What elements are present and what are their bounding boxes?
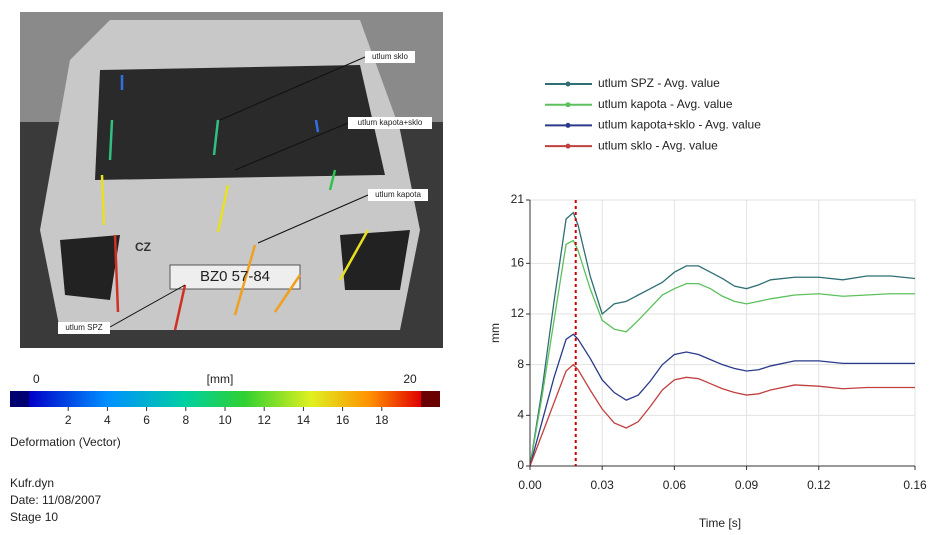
colorbar-tick-label: 12 xyxy=(258,413,272,427)
legend-swatch-dot xyxy=(565,122,571,128)
y-axis-label: mm xyxy=(488,323,502,343)
legend-label: utlum kapota - Avg. value xyxy=(598,97,733,111)
info-line: Date: 11/08/2007 xyxy=(10,493,102,507)
legend-label: utlum SPZ - Avg. value xyxy=(598,76,720,90)
colorbar-max: 20 xyxy=(403,372,417,386)
plot-area xyxy=(529,199,916,467)
photo-text: BZ0 57-84 xyxy=(200,268,270,285)
series-line xyxy=(529,363,915,467)
colorbar-tick-label: 14 xyxy=(297,413,311,427)
photo: utlum sklo utlum kapota+sklo utlum kapot… xyxy=(20,12,443,348)
x-tick-label: 0.00 xyxy=(518,478,542,492)
colorbar-tick-label: 8 xyxy=(182,413,189,427)
y-tick-label: 4 xyxy=(517,408,524,422)
legend-swatch-dot xyxy=(565,81,571,87)
photo-label: utlum kapota xyxy=(375,190,421,199)
x-tick-label: 0.12 xyxy=(807,478,831,492)
colorbar-title: Deformation (Vector) xyxy=(10,435,121,449)
colorbar-tick-label: 18 xyxy=(375,413,389,427)
y-tick-label: 16 xyxy=(511,256,525,270)
series-line xyxy=(529,333,915,467)
x-tick-label: 0.06 xyxy=(663,478,687,492)
colorbar-tick-label: 10 xyxy=(218,413,232,427)
photo-label: utlum SPZ xyxy=(65,323,102,332)
info-line: Kufr.dyn xyxy=(10,476,54,490)
photo-label: utlum sklo xyxy=(372,52,409,61)
colorbar-unit: [mm] xyxy=(207,372,234,386)
y-tick-label: 0 xyxy=(517,458,524,472)
x-tick-label: 0.03 xyxy=(591,478,615,492)
x-tick-label: 0.16 xyxy=(903,478,927,492)
colorbar-tick-label: 6 xyxy=(143,413,150,427)
legend-label: utlum sklo - Avg. value xyxy=(598,138,718,152)
y-tick-label: 12 xyxy=(511,306,525,320)
x-axis-label: Time [s] xyxy=(699,516,741,530)
info-line: Stage 10 xyxy=(10,510,58,524)
legend-swatch-dot xyxy=(565,102,571,108)
photo-text: CZ xyxy=(135,240,151,254)
colorbar-tick-label: 4 xyxy=(104,413,111,427)
colorbar xyxy=(10,391,440,407)
colorbar-tick-label: 16 xyxy=(336,413,350,427)
colorbar-tick-label: 2 xyxy=(65,413,72,427)
y-tick-label: 21 xyxy=(511,192,525,206)
y-tick-label: 8 xyxy=(517,357,524,371)
legend-swatch-dot xyxy=(565,143,571,149)
legend-label: utlum kapota+sklo - Avg. value xyxy=(598,118,761,132)
colorbar-min: 0 xyxy=(33,372,40,386)
x-tick-label: 0.09 xyxy=(735,478,759,492)
photo-label: utlum kapota+sklo xyxy=(358,118,423,127)
series-line xyxy=(529,239,915,467)
